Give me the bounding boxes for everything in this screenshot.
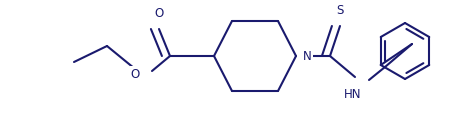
Text: N: N — [303, 50, 312, 63]
Text: S: S — [336, 4, 343, 17]
Text: HN: HN — [344, 87, 362, 100]
Text: O: O — [154, 7, 163, 20]
Text: O: O — [131, 67, 140, 80]
